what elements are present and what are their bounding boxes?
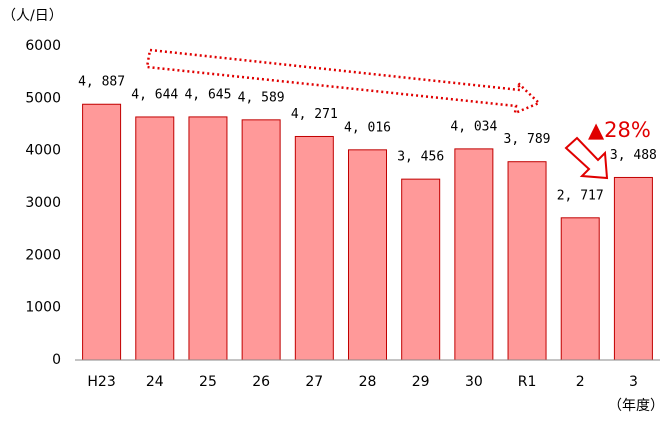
value-label: 3, 456 — [397, 150, 444, 165]
value-label: 3, 789 — [504, 132, 551, 147]
x-tick-label: 30 — [465, 374, 483, 390]
value-label: 4, 887 — [78, 75, 125, 90]
y-tick-label: 0 — [52, 352, 61, 368]
bar — [454, 148, 494, 361]
value-label: 4, 034 — [450, 119, 497, 134]
x-tick-label: 2 — [576, 374, 585, 390]
x-tick-label: 27 — [305, 374, 323, 390]
value-label: 4, 645 — [184, 87, 231, 102]
bar — [294, 135, 334, 361]
bar — [188, 116, 228, 361]
x-tick-label: 3 — [629, 374, 638, 390]
x-tick-label: H23 — [87, 374, 115, 390]
bar — [560, 217, 600, 361]
bar — [241, 119, 281, 361]
y-axis-label: （人/日） — [2, 8, 63, 24]
bar — [401, 178, 441, 361]
trend-arrow — [145, 48, 542, 115]
x-tick-label: R1 — [518, 374, 537, 390]
y-tick-label: 5000 — [25, 90, 61, 106]
value-label: 2, 717 — [557, 188, 604, 203]
bar — [82, 103, 122, 361]
x-tick-label: 25 — [199, 374, 217, 390]
value-label: 4, 271 — [291, 107, 338, 122]
bar — [613, 176, 653, 361]
y-tick-label: 2000 — [25, 247, 61, 263]
annotation: ▲28% — [588, 118, 651, 142]
x-tick-label: 26 — [252, 374, 270, 390]
y-tick-label: 3000 — [25, 195, 61, 211]
x-axis-label: （年度） — [608, 398, 664, 414]
value-label: 4, 016 — [344, 120, 391, 135]
bar — [348, 149, 387, 361]
x-tick-label: 28 — [359, 374, 377, 390]
y-tick-label: 1000 — [25, 300, 61, 316]
bar — [507, 161, 547, 361]
value-label: 4, 644 — [131, 87, 178, 102]
x-tick-label: 24 — [146, 374, 164, 390]
y-tick-label: 6000 — [25, 38, 61, 54]
drop-arrow — [564, 136, 609, 180]
x-tick-label: 29 — [412, 374, 430, 390]
y-tick-label: 4000 — [25, 143, 61, 159]
value-label: 4, 589 — [238, 90, 285, 105]
bar — [135, 116, 175, 361]
value-label: 3, 488 — [610, 148, 657, 163]
